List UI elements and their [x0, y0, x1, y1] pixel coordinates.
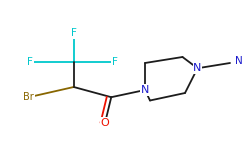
Text: N: N [193, 63, 202, 73]
Text: N: N [141, 85, 149, 95]
Text: N: N [234, 57, 242, 66]
Text: F: F [112, 57, 118, 67]
Text: F: F [71, 28, 77, 38]
Text: O: O [100, 118, 110, 128]
Text: Br: Br [24, 92, 34, 102]
Text: F: F [27, 57, 33, 67]
